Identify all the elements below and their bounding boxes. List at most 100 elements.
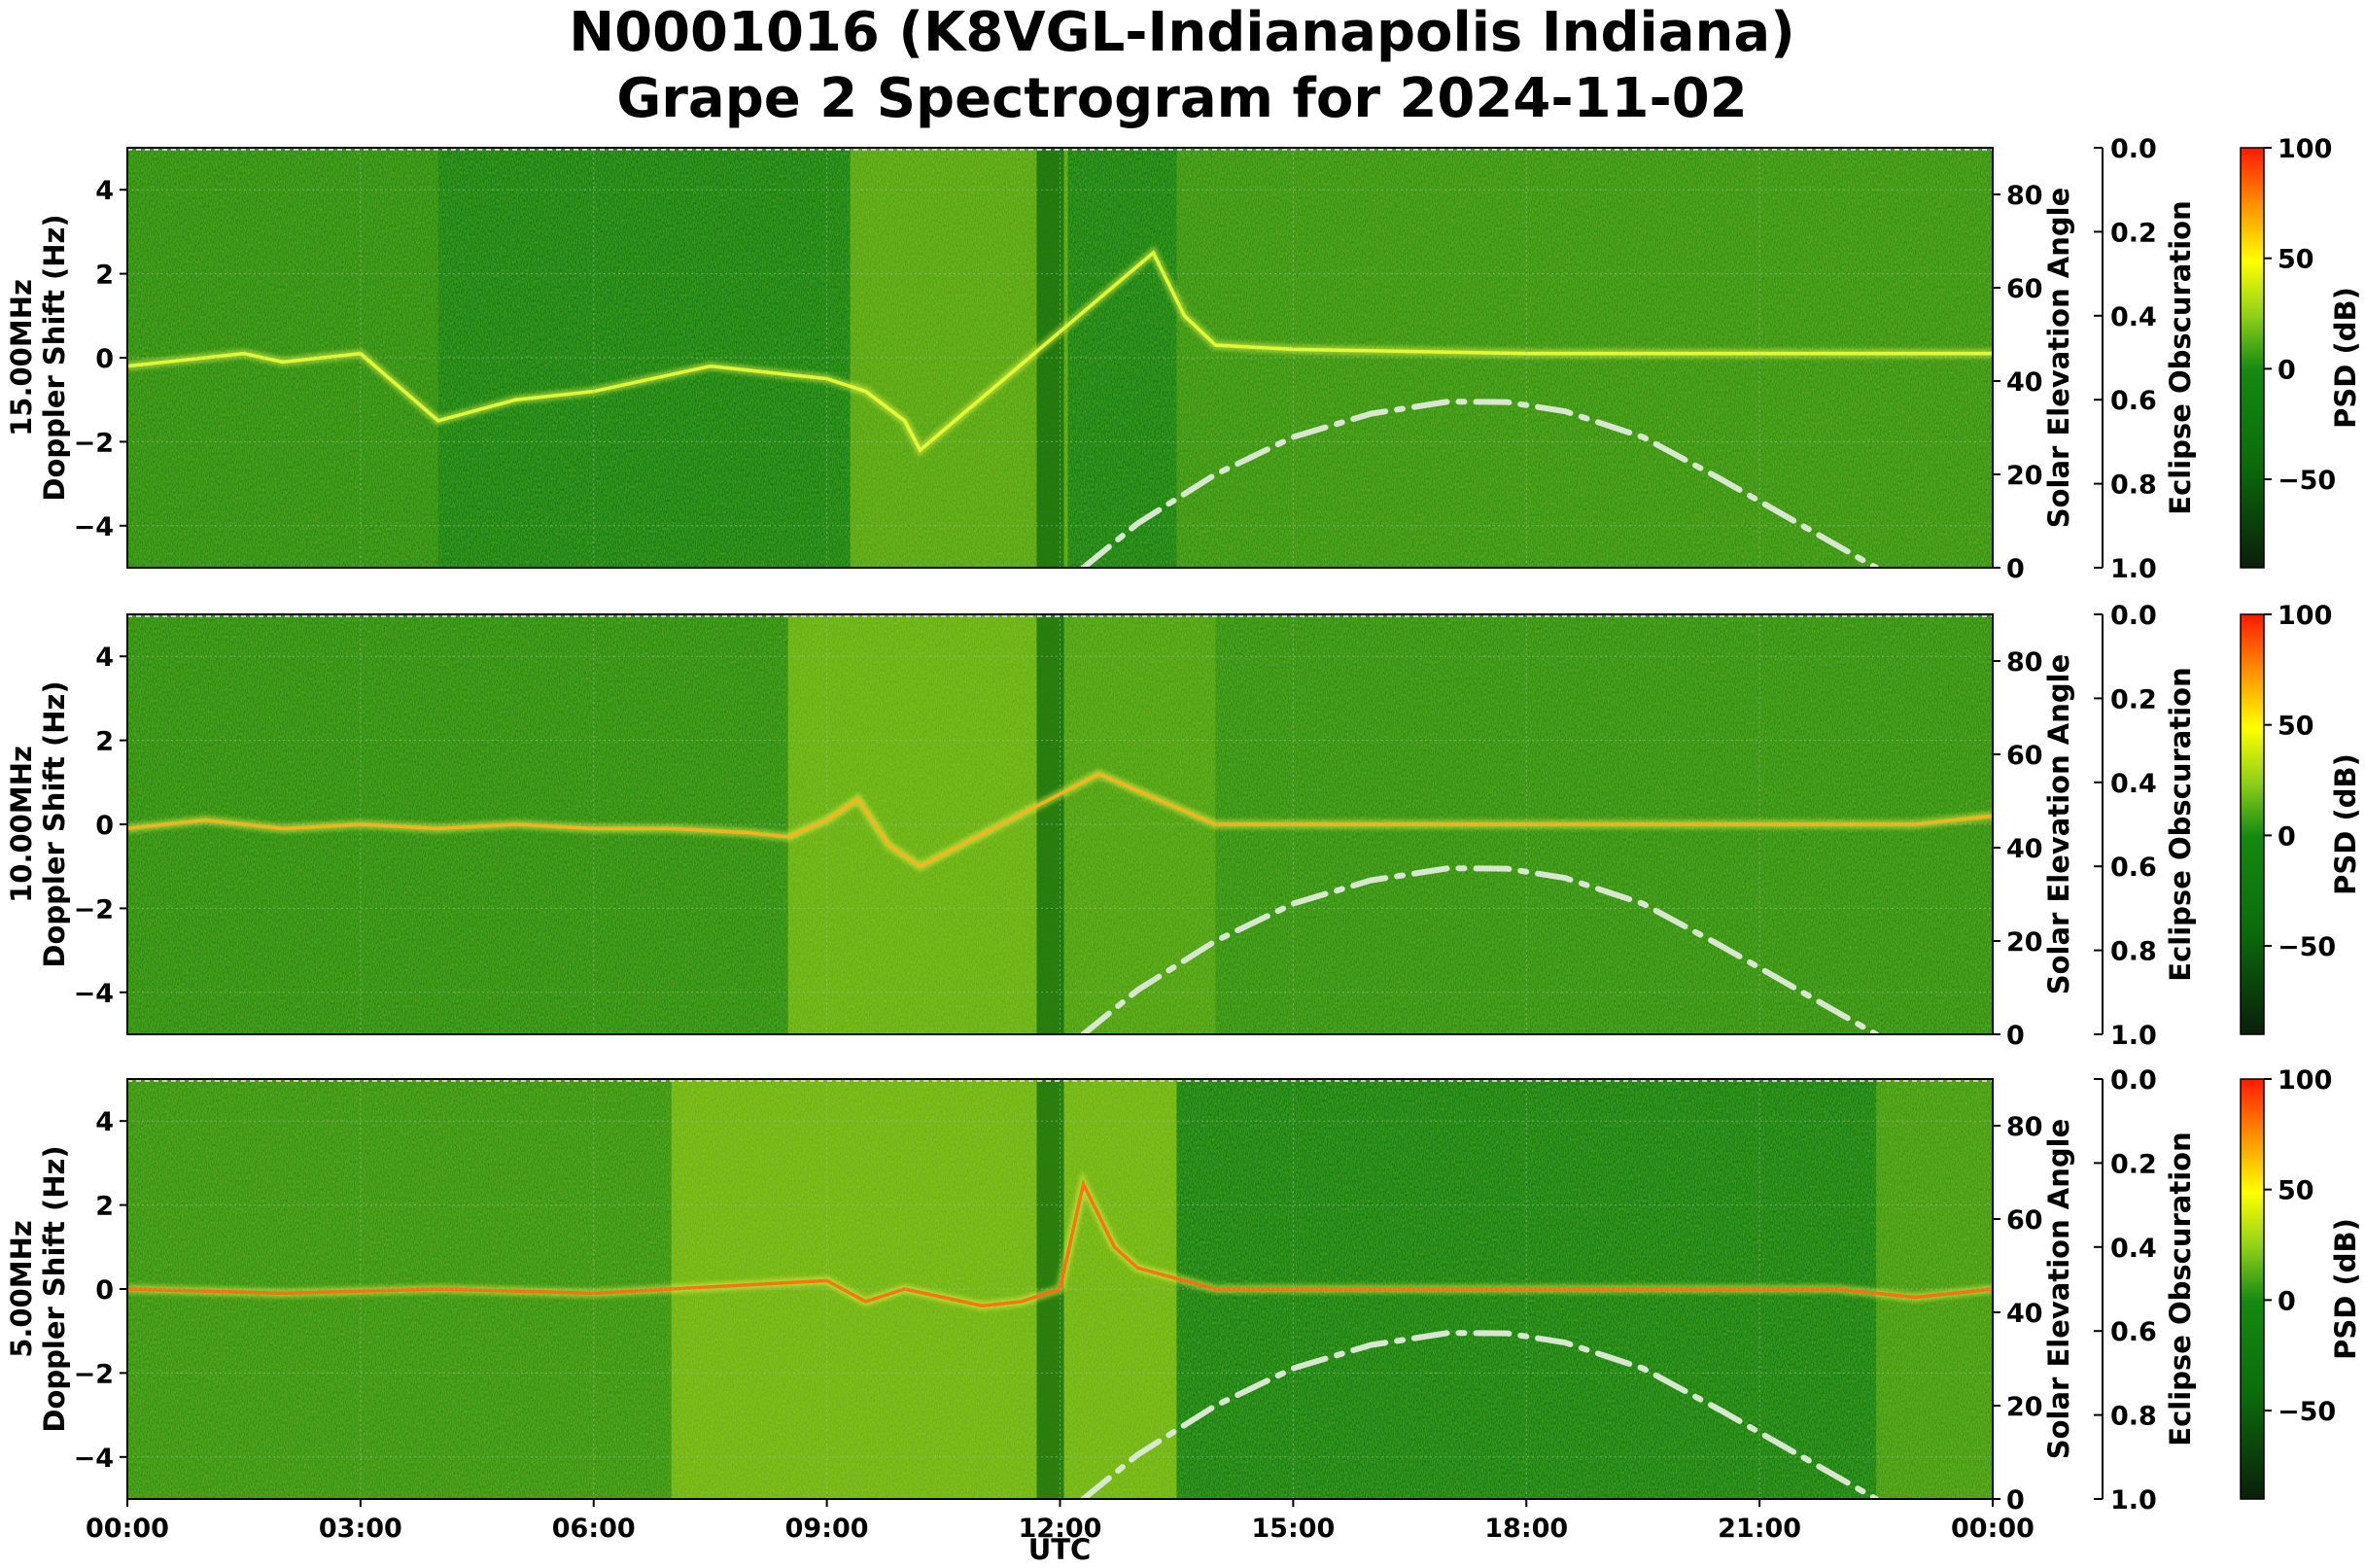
eclipse-tick-label: 0.4 [2110,1234,2157,1264]
eclipse-axis-label: Eclipse Obscuration [2164,1132,2197,1446]
y-tick-label: −2 [74,894,114,924]
x-tick-label: 03:00 [319,1514,402,1544]
colorbar-tick-label: 0 [2278,1286,2296,1316]
y-axis-label: 10.00MHz [5,746,38,903]
y2-tick-label: 60 [2006,1205,2043,1236]
colorbar-label: PSD (dB) [2329,287,2362,429]
x-tick-label: 21:00 [1718,1514,1801,1544]
spectrogram-area [127,1079,1993,1499]
y2-axis-label: Solar Elevation Angle [2042,188,2075,529]
y2-tick-label: 40 [2006,834,2043,864]
y2-tick-label: 60 [2006,274,2043,304]
eclipse-tick-label: 0.2 [2110,684,2157,714]
x-tick-label: 18:00 [1484,1514,1568,1544]
x-tick-label: 06:00 [552,1514,636,1544]
y2-tick-label: 20 [2006,1392,2043,1422]
y2-tick-label: 0 [2006,554,2025,584]
y-tick-label: 4 [95,176,114,206]
eclipse-tick-label: 0.8 [2110,937,2157,967]
colorbar-tick-label: 50 [2278,1176,2314,1206]
y2-tick-label: 20 [2006,461,2043,491]
solar-elevation-curve [1080,399,1880,568]
colorbar-label: PSD (dB) [2329,753,2362,895]
eclipse-axis-label: Eclipse Obscuration [2164,667,2197,981]
y2-axis-label: Solar Elevation Angle [2042,1119,2075,1460]
x-tick-label: 09:00 [785,1514,869,1544]
eclipse-tick-label: 0.0 [2110,1065,2157,1096]
y2-tick-label: 80 [2006,647,2043,678]
colorbar-tick-label: 100 [2278,1065,2332,1096]
y-axis-label: Doppler Shift (Hz) [38,1145,71,1432]
spectrogram-area [127,614,1993,1034]
y-axis-label: 5.00MHz [5,1220,38,1358]
y-axis-label: 15.00MHz [5,279,38,436]
panel-1: 420−2−415.00MHz Doppler Shift (Hz)8060402… [5,134,2362,584]
y-tick-label: −4 [74,979,114,1009]
colorbar-tick-label: 100 [2278,134,2332,164]
eclipse-tick-label: 0.6 [2110,853,2157,883]
spectrogram-area [127,148,1993,568]
x-tick-label: 00:00 [86,1514,169,1544]
colorbar-tick-label: −50 [2278,1397,2336,1427]
solar-elevation-curve [1080,1330,1880,1499]
eclipse-tick-label: 1.0 [2110,554,2157,584]
y2-tick-label: 0 [2006,1485,2025,1516]
y-tick-label: 2 [95,727,114,757]
doppler-trace [127,250,1993,453]
colorbar [2240,1078,2265,1500]
colorbar [2240,613,2265,1035]
panels-group: 420−2−415.00MHz Doppler Shift (Hz)8060402… [5,134,2362,1544]
y-tick-label: 2 [95,261,114,291]
y2-axis-label: Solar Elevation Angle [2042,654,2075,995]
y2-tick-label: 80 [2006,1112,2043,1142]
colorbar-tick-label: 0 [2278,355,2296,385]
y-tick-label: 2 [95,1192,114,1222]
y-tick-label: 4 [95,1107,114,1137]
y-tick-label: 0 [95,811,114,841]
colorbar-tick-label: −50 [2278,466,2336,496]
y-axis-label: Doppler Shift (Hz) [38,680,71,967]
solar-elevation-curve [1080,865,1880,1034]
y2-tick-label: 20 [2006,927,2043,958]
eclipse-tick-label: 0.2 [2110,1149,2157,1179]
eclipse-tick-label: 0.2 [2110,218,2157,248]
chart-title-line1: N0001016 (K8VGL-Indianapolis Indiana) [569,1,1795,64]
y2-tick-label: 60 [2006,741,2043,771]
y2-tick-label: 40 [2006,367,2043,398]
colorbar-tick-label: 50 [2278,245,2314,275]
eclipse-tick-label: 0.0 [2110,134,2157,164]
x-axis-label: UTC [1028,1533,1092,1566]
x-tick-label: 00:00 [1951,1514,2035,1544]
y-tick-label: 0 [95,344,114,374]
colorbar-tick-label: 0 [2278,821,2296,852]
y-tick-label: −2 [74,428,114,458]
y-tick-label: −2 [74,1359,114,1389]
y-axis-label: Doppler Shift (Hz) [38,214,71,501]
y-tick-label: 0 [95,1275,114,1306]
eclipse-tick-label: 1.0 [2110,1021,2157,1051]
y2-tick-label: 40 [2006,1299,2043,1329]
eclipse-tick-label: 1.0 [2110,1485,2157,1516]
y-tick-label: 4 [95,643,114,673]
eclipse-tick-label: 0.6 [2110,386,2157,416]
eclipse-tick-label: 0.4 [2110,302,2157,332]
x-tick-label: 15:00 [1251,1514,1335,1544]
colorbar-tick-label: 100 [2278,601,2332,631]
y-tick-label: −4 [74,1444,114,1474]
chart-title-line2: Grape 2 Spectrogram for 2024-11-02 [616,67,1747,130]
eclipse-tick-label: 0.0 [2110,601,2157,631]
eclipse-tick-label: 0.8 [2110,470,2157,501]
colorbar-label: PSD (dB) [2329,1218,2362,1360]
eclipse-tick-label: 0.6 [2110,1317,2157,1347]
eclipse-tick-label: 0.4 [2110,769,2157,799]
y2-tick-label: 80 [2006,181,2043,211]
panel-3: 420−2−45.00MHz Doppler Shift (Hz)80604020… [5,1065,2362,1516]
eclipse-axis-label: Eclipse Obscuration [2164,200,2197,514]
colorbar-tick-label: −50 [2278,932,2336,962]
eclipse-tick-label: 0.8 [2110,1402,2157,1432]
y2-tick-label: 0 [2006,1021,2025,1051]
colorbar [2240,147,2265,569]
x-tick-label: 12:00 [1019,1514,1102,1544]
colorbar-tick-label: 50 [2278,712,2314,742]
